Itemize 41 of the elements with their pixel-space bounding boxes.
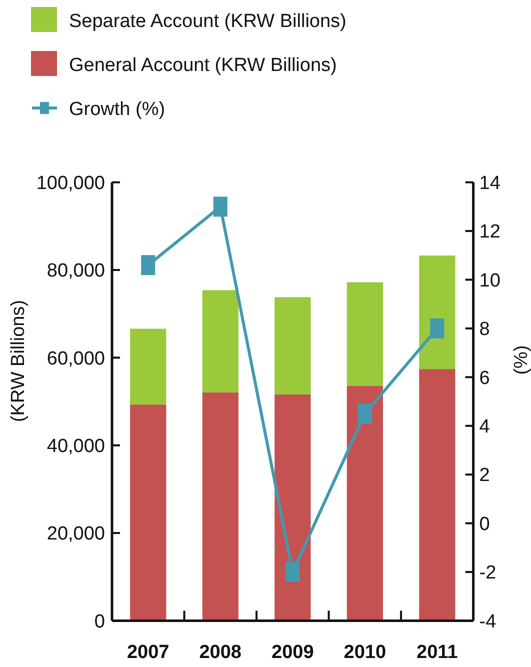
y-tick-label: 20,000: [46, 524, 105, 545]
x-tick-label: 2008: [199, 642, 242, 663]
point: [358, 404, 372, 424]
point: [430, 318, 444, 338]
y2-tick-label: 6: [479, 368, 490, 389]
x-tick-label: 2009: [272, 642, 314, 663]
y-tick-label: 0: [94, 611, 105, 632]
y2-tick-label: 0: [479, 514, 490, 535]
y-tick-label: 100,000: [36, 172, 105, 194]
y-tick-label: 40,000: [46, 436, 105, 457]
bar: [274, 394, 311, 621]
y2-tick-label: 8: [479, 319, 490, 340]
legend-label: Separate Account (KRW Billions): [69, 11, 346, 32]
bar: [419, 256, 456, 370]
y2-tick-label: 12: [479, 222, 500, 243]
y2-tick-label: 14: [479, 172, 501, 194]
point: [213, 196, 228, 217]
y2-tick-label: -2: [479, 562, 496, 584]
legend-label: General Account (KRW Billions): [69, 55, 337, 76]
point: [286, 562, 300, 582]
y-axis-title: (KRW Billions): [8, 300, 29, 422]
bar: [346, 386, 383, 621]
bar: [419, 369, 456, 621]
y2-axis-title: (%): [511, 345, 531, 375]
y-tick-label: 60,000: [46, 348, 105, 370]
point: [141, 255, 156, 276]
x-tick-label: 2010: [344, 642, 386, 663]
x-tick-label: 2011: [416, 642, 458, 663]
legend-label: Growth (%): [69, 99, 166, 120]
y2-tick-label: 2: [479, 465, 490, 486]
bar: [130, 328, 166, 405]
bar: [202, 290, 238, 392]
y2-tick-label: 10: [479, 270, 500, 292]
y2-tick-label: -4: [479, 611, 497, 632]
bar: [274, 297, 311, 394]
x-tick-label: 2007: [126, 642, 170, 663]
bar: [202, 392, 238, 621]
y2-tick-label: 4: [479, 416, 490, 438]
bar: [130, 404, 166, 621]
bar: [346, 282, 383, 386]
y-tick-label: 80,000: [46, 260, 105, 282]
